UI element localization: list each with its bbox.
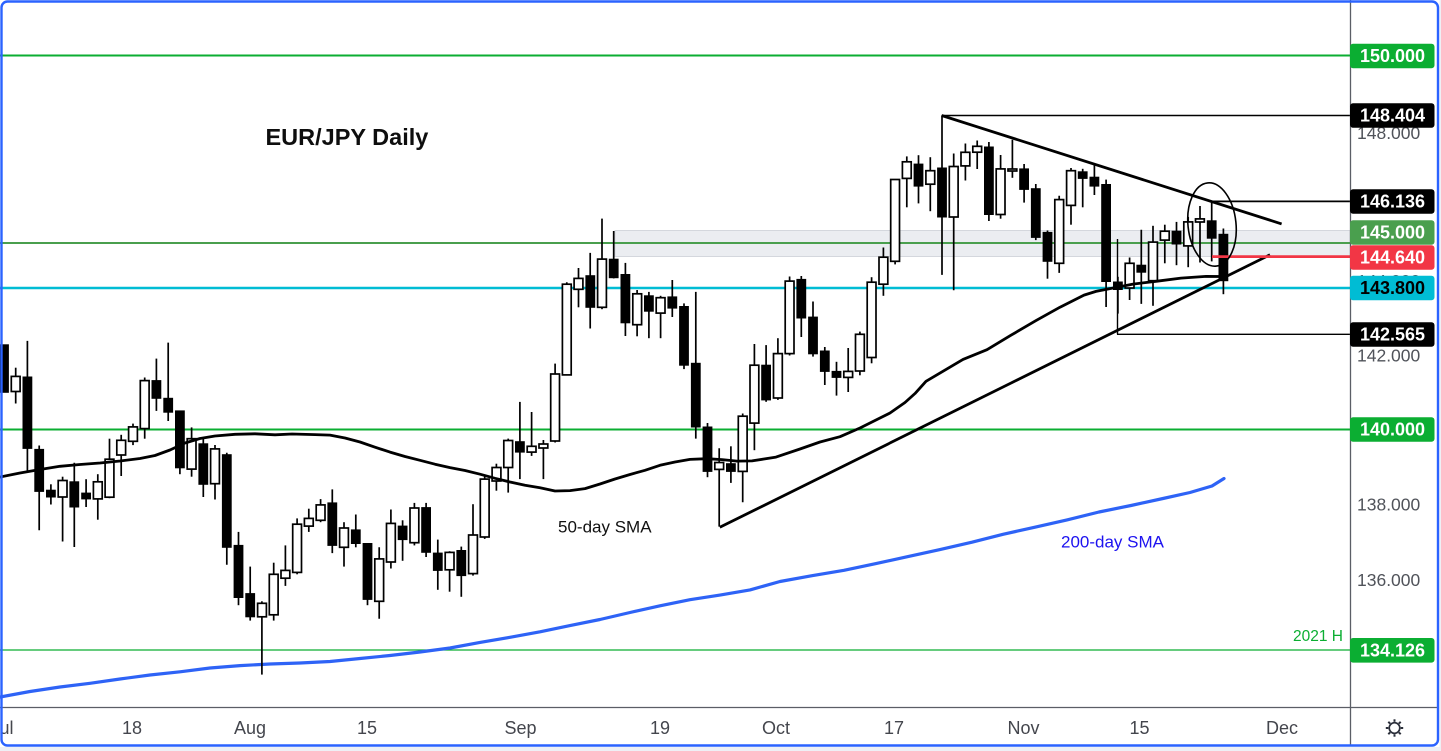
svg-text:145.000: 145.000 [1360,223,1425,243]
svg-text:15: 15 [1129,718,1149,738]
svg-text:Jul: Jul [0,718,14,738]
svg-text:17: 17 [884,718,904,738]
svg-text:142.565: 142.565 [1360,325,1425,345]
svg-text:140.000: 140.000 [1360,420,1425,440]
svg-text:142.000: 142.000 [1357,346,1421,366]
svg-text:134.126: 134.126 [1360,640,1425,660]
svg-text:148.404: 148.404 [1360,106,1425,126]
svg-text:200-day SMA: 200-day SMA [1061,533,1165,552]
svg-text:Nov: Nov [1007,718,1039,738]
svg-text:136.000: 136.000 [1357,570,1421,590]
svg-text:Aug: Aug [234,718,266,738]
svg-text:138.000: 138.000 [1357,495,1421,515]
svg-text:50-day SMA: 50-day SMA [558,518,652,537]
svg-text:144.640: 144.640 [1360,248,1425,268]
svg-text:Dec: Dec [1266,718,1298,738]
svg-text:Sep: Sep [504,718,536,738]
svg-text:15: 15 [357,718,377,738]
svg-text:143.800: 143.800 [1360,278,1425,298]
svg-text:146.136: 146.136 [1360,192,1425,212]
svg-text:148.000: 148.000 [1357,123,1421,143]
svg-text:19: 19 [650,718,670,738]
svg-text:18: 18 [122,718,142,738]
svg-text:EUR/JPY Daily: EUR/JPY Daily [266,124,429,150]
svg-text:150.000: 150.000 [1360,46,1425,66]
svg-text:Oct: Oct [762,718,790,738]
svg-text:2021 H: 2021 H [1293,628,1343,645]
